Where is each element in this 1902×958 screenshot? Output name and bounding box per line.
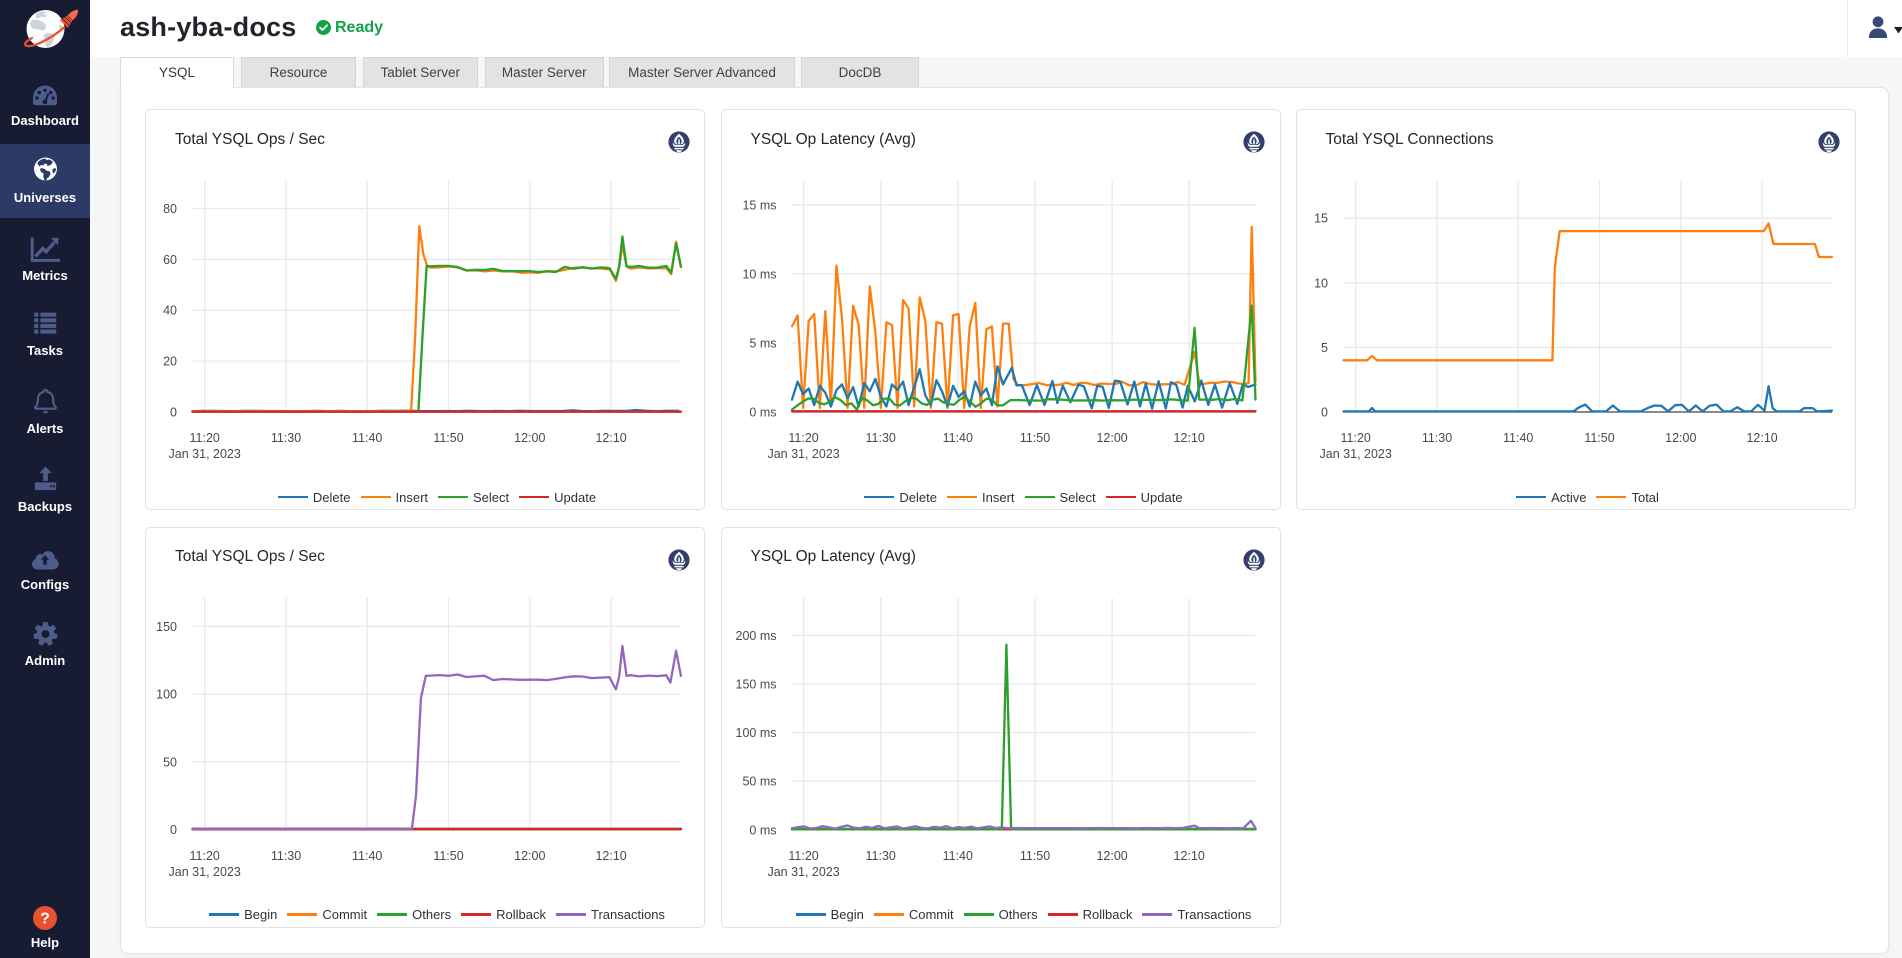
svg-text:12:00: 12:00: [514, 431, 545, 445]
svg-text:5 ms: 5 ms: [749, 337, 776, 351]
svg-text:0 ms: 0 ms: [749, 406, 776, 420]
svg-text:50 ms: 50 ms: [742, 774, 776, 788]
svg-text:11:20: 11:20: [788, 849, 818, 863]
svg-text:11:40: 11:40: [352, 431, 382, 445]
svg-text:12:10: 12:10: [1173, 431, 1204, 445]
svg-text:12:00: 12:00: [1096, 431, 1127, 445]
svg-text:0: 0: [170, 823, 177, 837]
svg-text:Jan 31, 2023: Jan 31, 2023: [169, 865, 241, 879]
svg-text:11:30: 11:30: [865, 431, 895, 445]
svg-text:10: 10: [1314, 276, 1328, 290]
svg-text:12:10: 12:10: [1746, 431, 1777, 445]
svg-text:Jan 31, 2023: Jan 31, 2023: [767, 865, 839, 879]
svg-text:12:00: 12:00: [1665, 431, 1696, 445]
svg-text:15: 15: [1314, 212, 1328, 226]
svg-text:0 ms: 0 ms: [749, 823, 776, 837]
svg-text:?: ?: [40, 911, 50, 928]
svg-text:11:50: 11:50: [1019, 431, 1049, 445]
svg-text:11:20: 11:20: [190, 431, 220, 445]
svg-text:11:40: 11:40: [942, 849, 972, 863]
svg-text:0: 0: [170, 406, 177, 420]
svg-text:150 ms: 150 ms: [735, 677, 776, 691]
svg-text:60: 60: [163, 253, 177, 267]
svg-text:40: 40: [163, 304, 177, 318]
svg-text:11:20: 11:20: [788, 431, 818, 445]
svg-text:0: 0: [1321, 406, 1328, 420]
svg-text:11:30: 11:30: [1421, 431, 1451, 445]
svg-text:11:50: 11:50: [433, 431, 463, 445]
svg-text:11:40: 11:40: [1503, 431, 1533, 445]
svg-text:200 ms: 200 ms: [735, 628, 776, 642]
svg-text:50: 50: [163, 755, 177, 769]
svg-text:100: 100: [156, 687, 177, 701]
svg-text:100 ms: 100 ms: [735, 726, 776, 740]
svg-text:11:50: 11:50: [1584, 431, 1614, 445]
svg-text:11:20: 11:20: [190, 849, 220, 863]
svg-text:80: 80: [163, 202, 177, 216]
svg-text:11:30: 11:30: [271, 849, 301, 863]
svg-text:12:00: 12:00: [1096, 849, 1127, 863]
svg-text:11:30: 11:30: [271, 431, 301, 445]
svg-text:150: 150: [156, 619, 177, 633]
svg-text:10 ms: 10 ms: [742, 267, 776, 281]
svg-text:5: 5: [1321, 341, 1328, 355]
svg-text:12:10: 12:10: [595, 431, 626, 445]
svg-text:11:30: 11:30: [865, 849, 895, 863]
svg-text:12:10: 12:10: [1173, 849, 1204, 863]
svg-text:Jan 31, 2023: Jan 31, 2023: [1319, 447, 1391, 461]
svg-text:11:50: 11:50: [433, 849, 463, 863]
svg-text:12:00: 12:00: [514, 849, 545, 863]
svg-text:15 ms: 15 ms: [742, 198, 776, 212]
svg-text:12:10: 12:10: [595, 849, 626, 863]
svg-text:Jan 31, 2023: Jan 31, 2023: [767, 447, 839, 461]
svg-text:Jan 31, 2023: Jan 31, 2023: [169, 447, 241, 461]
svg-text:20: 20: [163, 355, 177, 369]
svg-text:11:40: 11:40: [352, 849, 382, 863]
svg-text:11:40: 11:40: [942, 431, 972, 445]
svg-text:11:50: 11:50: [1019, 849, 1049, 863]
svg-text:11:20: 11:20: [1340, 431, 1370, 445]
